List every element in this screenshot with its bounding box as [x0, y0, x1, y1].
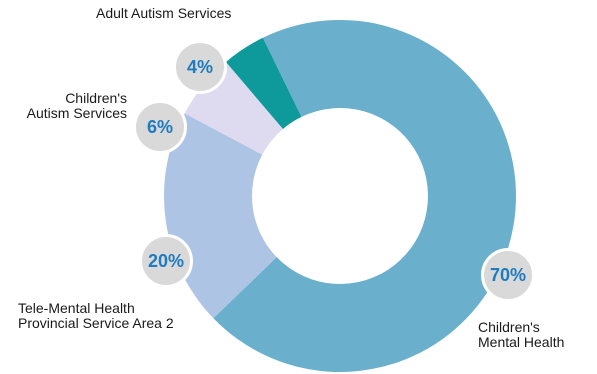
value-bubble-adult-autism: 4%	[173, 40, 227, 94]
label-childrens-autism: Children's Autism Services	[26, 90, 127, 121]
slice-childrens-mental-health	[213, 20, 517, 373]
label-childrens-mental-health: Children's Mental Health	[478, 319, 565, 350]
label-adult-autism: Adult Autism Services	[96, 5, 232, 21]
value-bubble-childrens-autism: 6%	[133, 100, 187, 154]
slice-adult-autism	[225, 37, 302, 129]
value-bubble-tele-mental-health: 20%	[139, 234, 193, 288]
label-tele-mental-health: Tele-Mental Health Provincial Service Ar…	[18, 300, 174, 331]
value-bubble-childrens-mental-health: 70%	[481, 248, 535, 302]
